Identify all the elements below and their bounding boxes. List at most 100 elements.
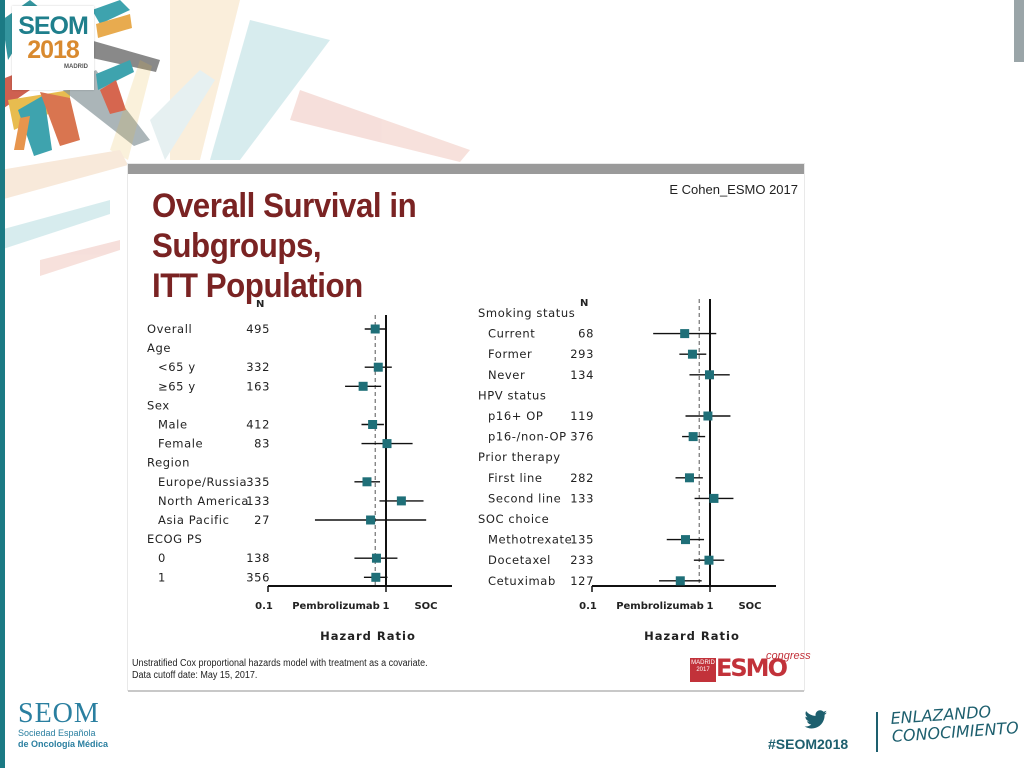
hashtag-text: #SEOM2018 — [768, 736, 849, 752]
panel2-row-docetaxel-hr-marker — [704, 555, 714, 565]
panel1-row-1-n: 356 — [246, 570, 270, 584]
panel1-row-age-label: Age — [147, 341, 171, 355]
panel1-row-asia-pacific-hr-marker — [366, 515, 376, 525]
panel1-row-north-america-label: North America — [158, 494, 249, 508]
panel2-x-axis-title: Hazard Ratio — [644, 629, 740, 643]
footer-divider — [876, 712, 878, 752]
panel1-row-europe-russia-hr-marker — [362, 477, 372, 487]
panel2-n-header: N — [580, 298, 588, 309]
panel2-row-former-n: 293 — [570, 347, 594, 361]
panel2-row-methotrexate-n: 135 — [570, 533, 594, 547]
panel1-row-ecog-ps-label: ECOG PS — [147, 532, 202, 546]
panel1-left-arm-label: Pembrolizumab — [292, 601, 380, 612]
esmo-congress-text: congress — [766, 650, 811, 662]
panel1-row-asia-pacific-label: Asia Pacific — [158, 513, 230, 527]
panel2-row-methotrexate-hr-marker — [681, 535, 691, 545]
panel2-row-first-line-label: First line — [488, 471, 543, 485]
panel1-row-65-y-label: <65 y — [158, 360, 196, 374]
panel2-row-p16-non-op-n: 376 — [570, 430, 594, 444]
panel2-row-cetuximab-hr-marker — [675, 576, 685, 586]
panel2-row-p16-op-hr-marker — [703, 411, 713, 421]
panel1-row-female-hr-marker — [382, 439, 392, 449]
panel1-row-female-label: Female — [158, 437, 203, 451]
panel2-row-prior-therapy-label: Prior therapy — [478, 450, 561, 464]
panel1-row-65-y-n: 332 — [246, 360, 270, 374]
panel2-row-hpv-status-label: HPV status — [478, 388, 546, 402]
slide-credit: E Cohen_ESMO 2017 — [669, 182, 798, 197]
panel2-row-p16-op-label: p16+ OP — [488, 409, 543, 423]
panel1-row-0-label: 0 — [158, 551, 166, 565]
panel2-x-tick-label-left: 0.1 — [579, 601, 597, 612]
panel1-row-sex-label: Sex — [147, 398, 170, 412]
panel2-row-current-n: 68 — [578, 327, 594, 341]
panel1-row-europe-russia-n: 335 — [246, 475, 270, 489]
panel2-row-second-line-n: 133 — [570, 491, 594, 505]
footnote-line-2: Data cutoff date: May 15, 2017. — [132, 670, 258, 681]
seom-society-logo: SEOM Sociedad Española de Oncología Médi… — [18, 700, 128, 750]
panel2-row-current-label: Current — [488, 327, 535, 341]
panel2-right-arm-label: SOC — [738, 601, 761, 612]
panel1-x-axis-title: Hazard Ratio — [320, 629, 416, 643]
panel1-row-65-y-hr-marker — [373, 362, 383, 372]
presentation-slide: Overall Survival in Subgroups, ITT Popul… — [128, 164, 811, 692]
panel1-row-north-america-n: 133 — [246, 494, 270, 508]
panel1-row-male-n: 412 — [246, 418, 270, 432]
panel1-row-1-label: 1 — [158, 570, 166, 584]
seom-full-name-2: de Oncología Médica — [18, 739, 109, 749]
panel1-x-tick-label-left: 0.1 — [255, 601, 273, 612]
panel2-row-methotrexate-label: Methotrexate — [488, 533, 572, 547]
panel2-row-soc-choice-label: SOC choice — [478, 512, 549, 526]
panel2-row-first-line-n: 282 — [570, 471, 594, 485]
panel1-x-tick-label-mid: 1 — [383, 601, 390, 612]
panel1-row-europe-russia-label: Europe/Russia — [158, 475, 247, 489]
slide-footnote: Unstratified Cox proportional hazards mo… — [132, 658, 461, 682]
panel2-row-second-line-label: Second line — [488, 491, 561, 505]
panel1-row-male-hr-marker — [368, 420, 378, 429]
panel1-row-asia-pacific-n: 27 — [254, 513, 270, 527]
panel1-row-overall-hr-marker — [370, 324, 380, 334]
panel2-row-current-hr-marker — [680, 329, 690, 339]
esmo-congress-logo: MADRID 2017 ESMO congress — [690, 650, 811, 682]
slide-title-line-1: Overall Survival in Subgroups, — [152, 187, 417, 265]
panel2-left-arm-label: Pembrolizumab — [616, 601, 704, 612]
panel2-row-docetaxel-label: Docetaxel — [488, 553, 551, 567]
panel1-row-female-n: 83 — [254, 437, 270, 451]
slide-title: Overall Survival in Subgroups, ITT Popul… — [152, 186, 594, 306]
panel1-row-0-hr-marker — [371, 553, 381, 563]
panel1-n-header: N — [256, 299, 264, 310]
seom-full-name-1: Sociedad Española — [18, 728, 96, 738]
panel2-row-never-label: Never — [488, 368, 525, 382]
panel2-row-former-label: Former — [488, 347, 532, 361]
esmo-wordmark: ESMO — [716, 654, 788, 682]
slide-top-bar — [128, 164, 804, 174]
footnote-line-1: Unstratified Cox proportional hazards mo… — [132, 658, 428, 669]
panel1-row-north-america-hr-marker — [396, 496, 406, 506]
panel1-right-arm-label: SOC — [414, 601, 437, 612]
panel2-row-p16-non-op-hr-marker — [688, 432, 698, 442]
right-corner-tab — [1014, 0, 1024, 62]
logo-year-text: 2018 — [27, 36, 80, 64]
panel2-row-smoking-status-label: Smoking status — [478, 306, 575, 320]
panel2-row-p16-op-n: 119 — [570, 409, 594, 423]
panel2-row-second-line-hr-marker — [709, 493, 719, 503]
panel2-row-docetaxel-n: 233 — [570, 553, 594, 567]
slide-bottom-line — [128, 690, 804, 692]
panel2-row-never-n: 134 — [570, 368, 594, 382]
twitter-bird-icon — [804, 710, 827, 729]
logo-seom-text: SEOM — [18, 12, 89, 40]
panel2-row-first-line-hr-marker — [684, 473, 694, 483]
panel2-row-never-hr-marker — [704, 370, 714, 380]
panel2-row-cetuximab-label: Cetuximab — [488, 574, 556, 588]
panel1-row-65-y-label: ≥65 y — [158, 379, 196, 393]
panel1-row-overall-label: Overall — [147, 322, 192, 336]
panel2-row-former-hr-marker — [687, 349, 697, 359]
panel1-row-region-label: Region — [147, 456, 190, 470]
seom-logo-text: SEOM — [18, 698, 100, 729]
panel1-row-65-y-hr-marker — [358, 381, 368, 391]
slide-title-line-2: ITT Population — [152, 267, 363, 305]
panel1-row-1-hr-marker — [371, 572, 381, 582]
left-accent-bar — [0, 0, 5, 768]
panel1-row-65-y-n: 163 — [246, 379, 270, 393]
